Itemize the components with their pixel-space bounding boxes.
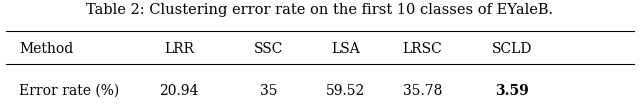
Text: SCLD: SCLD (492, 42, 532, 56)
Text: Error rate (%): Error rate (%) (19, 84, 120, 98)
Text: 35: 35 (260, 84, 278, 98)
Text: LRSC: LRSC (403, 42, 442, 56)
Text: 35.78: 35.78 (403, 84, 442, 98)
Text: SSC: SSC (254, 42, 284, 56)
Text: LSA: LSA (332, 42, 360, 56)
Text: 20.94: 20.94 (159, 84, 199, 98)
Text: Table 2: Clustering error rate on the first 10 classes of EYaleB.: Table 2: Clustering error rate on the fi… (86, 3, 554, 17)
Text: 59.52: 59.52 (326, 84, 365, 98)
Text: 3.59: 3.59 (495, 84, 529, 98)
Text: LRR: LRR (164, 42, 194, 56)
Text: Method: Method (19, 42, 74, 56)
